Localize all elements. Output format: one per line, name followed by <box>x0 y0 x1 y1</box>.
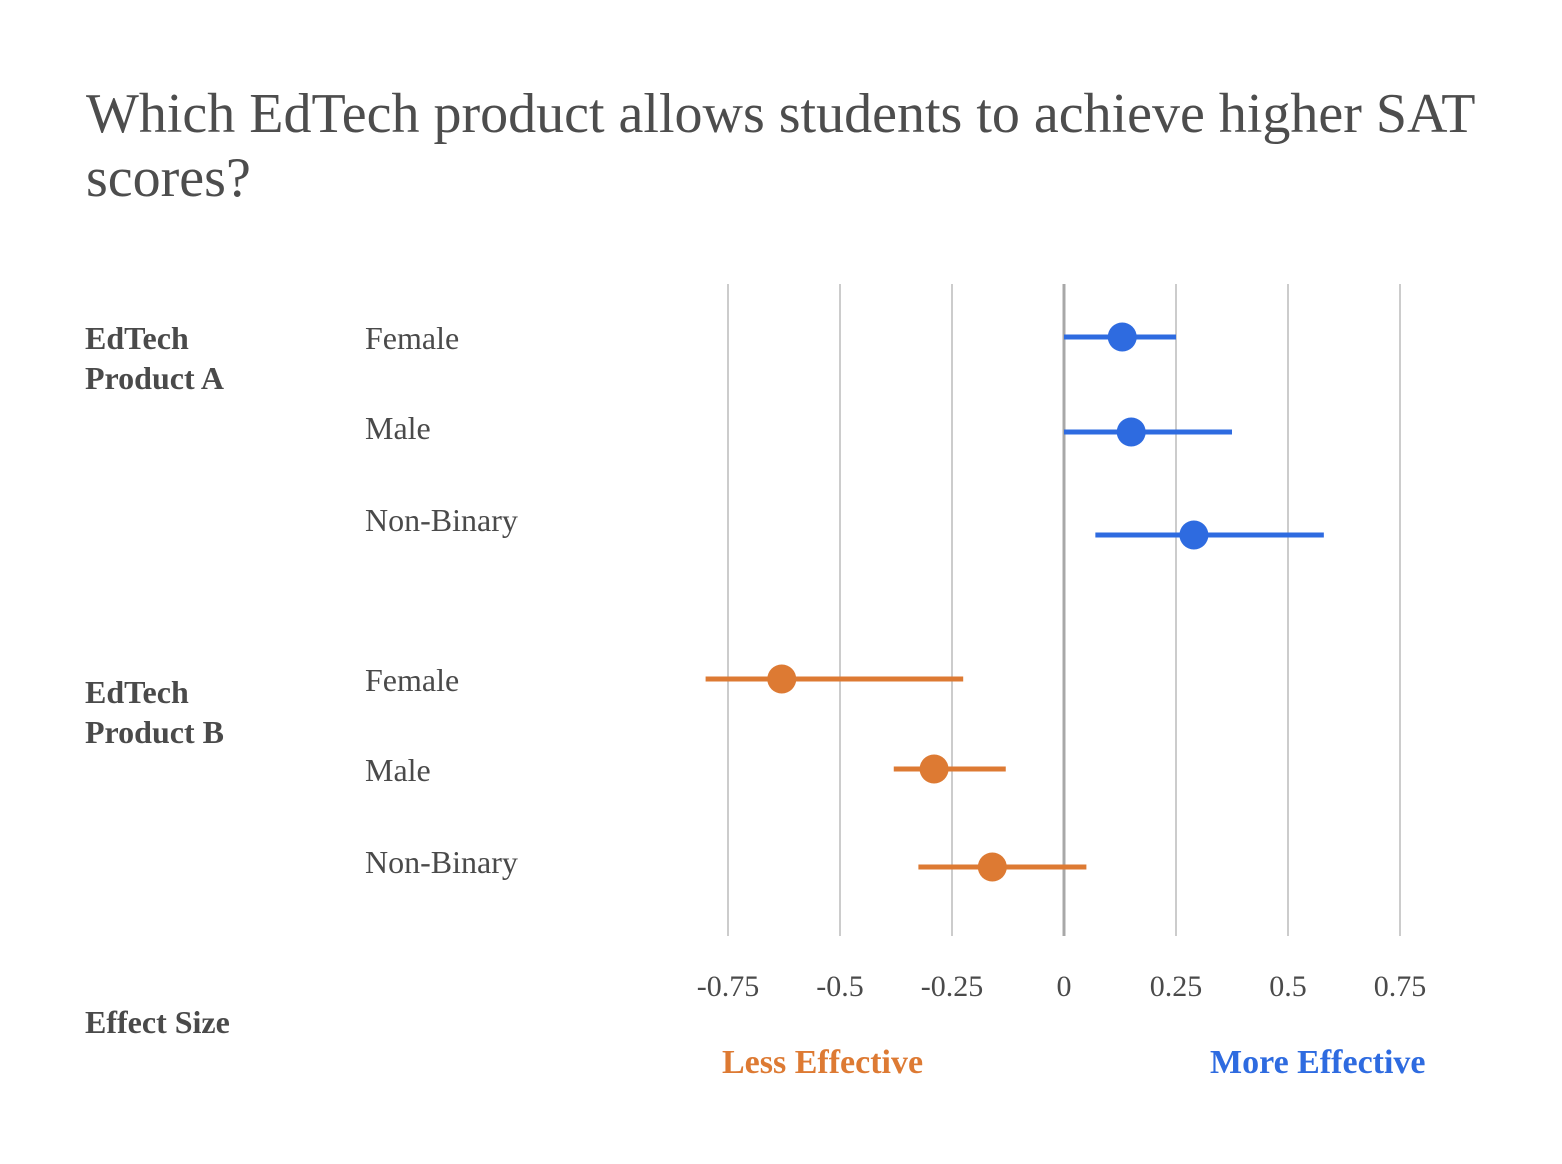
estimate-point-a-male <box>1116 417 1146 447</box>
x-tick-label: 0 <box>1057 970 1072 1003</box>
row-label-a-female: Female <box>365 320 460 356</box>
group-label-line: Product A <box>85 360 224 396</box>
estimate-point-b-female <box>767 664 797 694</box>
row-label-b-non-binary: Non-Binary <box>365 844 518 880</box>
x-tick-label: -0.25 <box>921 970 984 1003</box>
more-effective-label: More Effective <box>1210 1044 1426 1081</box>
less-effective-label: Less Effective <box>722 1044 924 1081</box>
estimate-point-a-female <box>1107 322 1137 352</box>
estimate-point-b-non-binary <box>977 852 1007 882</box>
row-label-b-male: Male <box>365 752 431 788</box>
group-label-line: Product B <box>85 714 224 750</box>
gridlines <box>727 284 1401 936</box>
row-label-a-non-binary: Non-Binary <box>365 502 518 538</box>
x-tick-label: -0.5 <box>816 970 864 1003</box>
x-tick-label: 0.5 <box>1269 970 1307 1003</box>
x-axis-label: Effect Size <box>85 1004 230 1040</box>
row-label-b-female: Female <box>365 662 460 698</box>
row-label-a-male: Male <box>365 410 431 446</box>
x-tick-label: 0.75 <box>1374 970 1427 1003</box>
data-marks <box>705 322 1324 882</box>
x-tick-labels: -0.75 -0.5 -0.25 0 0.25 0.5 0.75 <box>697 970 1427 1003</box>
group-label-line: EdTech <box>85 674 189 710</box>
group-label-line: EdTech <box>85 320 189 356</box>
chart-title: Which EdTech product allows students to … <box>86 83 1475 209</box>
estimate-point-b-male <box>919 754 949 784</box>
group-label-product-b: EdTech Product B <box>85 672 224 752</box>
estimate-point-a-non-binary <box>1179 520 1209 550</box>
group-label-product-a: EdTech Product A <box>85 318 224 398</box>
x-tick-label: 0.25 <box>1150 970 1203 1003</box>
x-tick-label: -0.75 <box>697 970 760 1003</box>
